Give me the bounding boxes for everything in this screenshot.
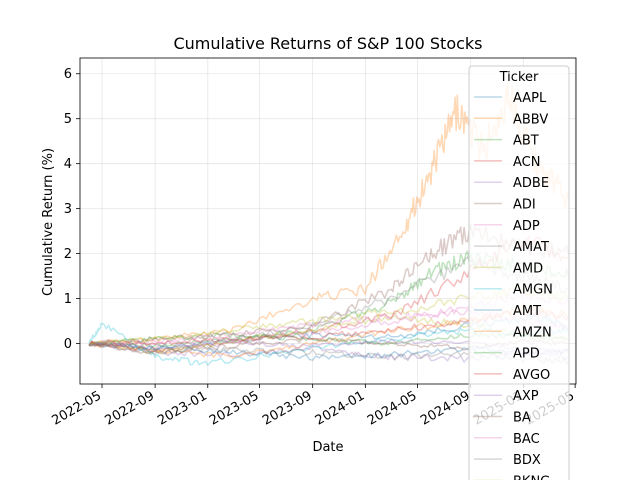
legend-label: AMT (513, 304, 541, 319)
y-tick-label: 1 (64, 292, 72, 307)
legend-label: BDX (513, 453, 541, 468)
legend-label: ACN (513, 155, 540, 170)
chart-title: Cumulative Returns of S&P 100 Stocks (173, 34, 482, 53)
legend-label: AMD (513, 261, 543, 276)
legend: Ticker AAPL ABBV ABT ACN ADBE ADI ADP AMAT AMD AMG… (468, 65, 570, 480)
legend-label: BA (513, 411, 531, 426)
y-axis-label: Cumulative Return (%) (41, 148, 56, 296)
legend-label: ABT (513, 134, 539, 149)
plot-frame (79, 57, 577, 385)
legend-label: AMAT (513, 240, 549, 255)
x-axis-label: Date (312, 440, 343, 455)
legend-box (468, 65, 570, 480)
legend-label: AAPL (513, 91, 547, 106)
legend-label: ADP (513, 219, 540, 234)
legend-label: BKNG (513, 474, 550, 480)
legend-label: AVGO (513, 368, 550, 383)
legend-label: ABBV (513, 112, 548, 127)
legend-label: AXP (513, 389, 539, 404)
legend-title: Ticker (499, 70, 539, 85)
y-tick-label: 4 (64, 157, 72, 172)
legend-label: APD (513, 347, 540, 362)
legend-label: AMZN (513, 325, 552, 340)
y-tick-label: 3 (64, 202, 72, 217)
legend-label: ADBE (513, 176, 549, 191)
y-tick-label: 5 (64, 112, 72, 127)
legend-label: BAC (513, 432, 540, 447)
y-tick-label: 6 (64, 67, 72, 82)
legend-label: ADI (513, 198, 536, 213)
legend-label: AMGN (513, 283, 553, 298)
y-tick-label: 0 (64, 337, 72, 352)
y-tick-label: 2 (64, 247, 72, 262)
